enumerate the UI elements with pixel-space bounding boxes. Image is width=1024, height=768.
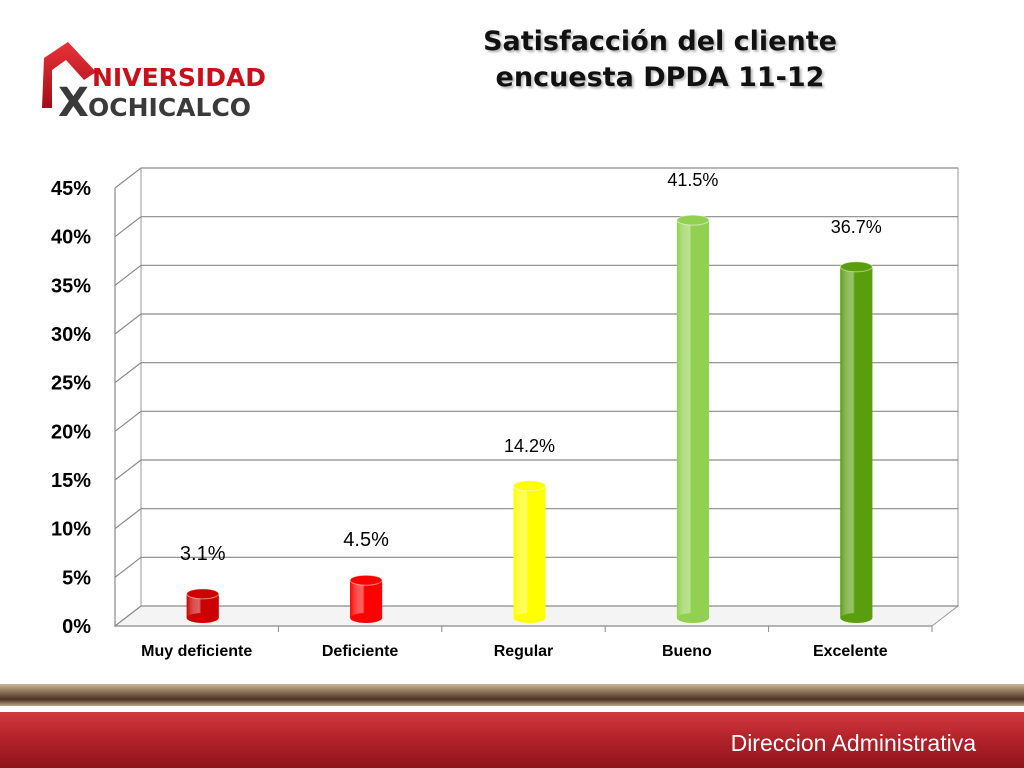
x-category-label: Excelente — [813, 643, 888, 660]
gridline — [114, 167, 958, 189]
title-line-2: encuesta DPDA 11-12 — [495, 62, 825, 93]
logo-x-mark: X — [58, 80, 89, 124]
logo-text-line1: NIVERSIDAD — [92, 63, 266, 92]
data-label: 4.5% — [343, 529, 389, 551]
x-category-label: Regular — [494, 643, 554, 660]
footer-text: Direccion Administrativa — [730, 730, 976, 756]
chart-labels: 3.1% 4.5% 14.2% 41.5% 36.7% — [180, 170, 882, 565]
title-line-1: Satisfacción del cliente — [483, 26, 837, 57]
y-tick-label: 10% — [51, 519, 91, 541]
y-tick-label: 15% — [51, 470, 91, 492]
universidad-xochicalco-logo: NIVERSIDAD X OCHICALCO — [42, 42, 266, 124]
data-label: 3.1% — [180, 543, 226, 565]
y-tick-label: 30% — [51, 324, 91, 346]
data-label: 14.2% — [504, 436, 555, 456]
bar — [349, 574, 383, 623]
footer-bar — [0, 712, 1024, 768]
bar — [676, 214, 710, 623]
y-tick-label: 25% — [51, 373, 91, 395]
y-tick-label: 0% — [62, 616, 91, 638]
y-tick-label: 20% — [51, 421, 91, 443]
data-label: 41.5% — [667, 170, 718, 190]
satisfaction-bar-chart: 0% 5% 10% 15% 20% 25% 30% 35% 40% 45% Muy deficien… — [51, 167, 960, 660]
footer-divider-band — [0, 684, 1024, 706]
chart-back-wall — [140, 167, 959, 607]
y-tick-label: 40% — [51, 227, 91, 249]
bar — [513, 480, 546, 623]
slide-title: Satisfacción del cliente encuesta DPDA 1… — [430, 24, 890, 96]
bar — [186, 588, 220, 623]
chart-bars — [186, 214, 873, 623]
y-tick-label: 45% — [51, 178, 91, 200]
y-tick-label: 5% — [62, 567, 91, 589]
x-category-label: Bueno — [662, 643, 712, 660]
data-label: 36.7% — [831, 217, 882, 237]
x-category-label: Deficiente — [322, 643, 399, 660]
bar — [839, 261, 873, 623]
x-category-label: Muy deficiente — [141, 643, 252, 660]
y-tick-label: 35% — [51, 275, 91, 297]
logo-text-line2: OCHICALCO — [88, 93, 251, 122]
chart-axes: 0% 5% 10% 15% 20% 25% 30% 35% 40% 45% Muy deficien… — [51, 178, 933, 660]
